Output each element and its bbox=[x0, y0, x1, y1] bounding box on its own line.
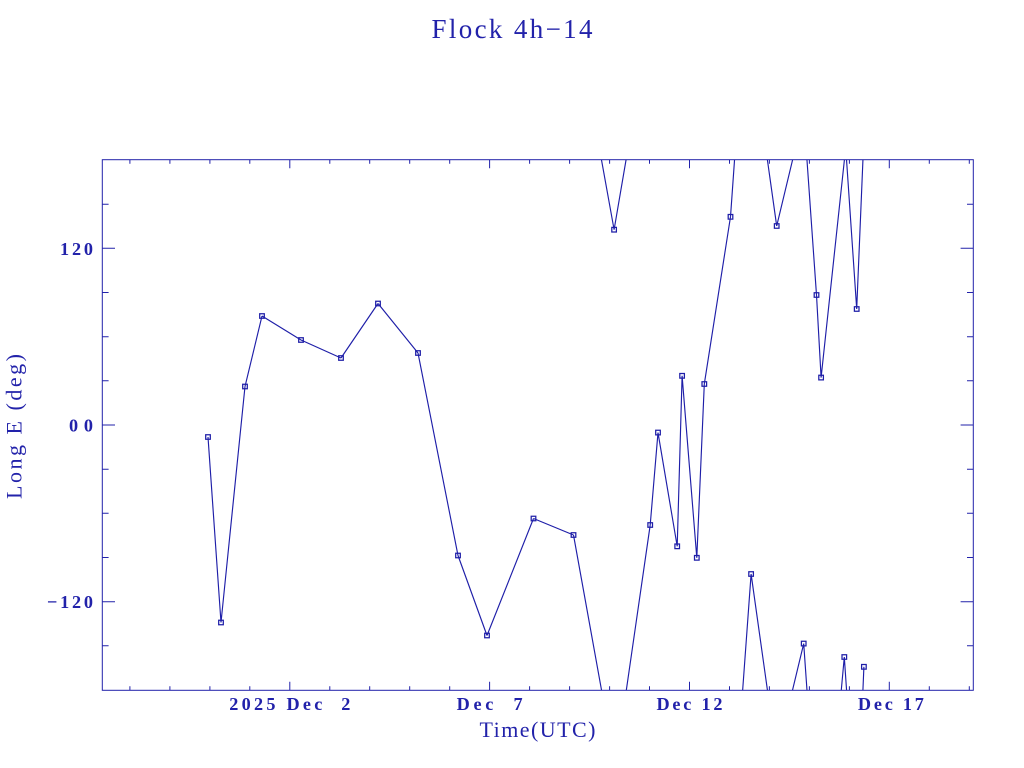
svg-text:Dec 12: Dec 12 bbox=[657, 694, 723, 714]
svg-text:Time(UTC): Time(UTC) bbox=[480, 717, 596, 742]
svg-text:2025 Dec 2: 2025 Dec 2 bbox=[229, 694, 350, 714]
svg-text:Long E (deg): Long E (deg) bbox=[2, 354, 27, 499]
svg-text:120: 120 bbox=[60, 239, 93, 259]
svg-text:Dec 17: Dec 17 bbox=[858, 694, 924, 714]
svg-text:Dec 7: Dec 7 bbox=[457, 694, 523, 714]
